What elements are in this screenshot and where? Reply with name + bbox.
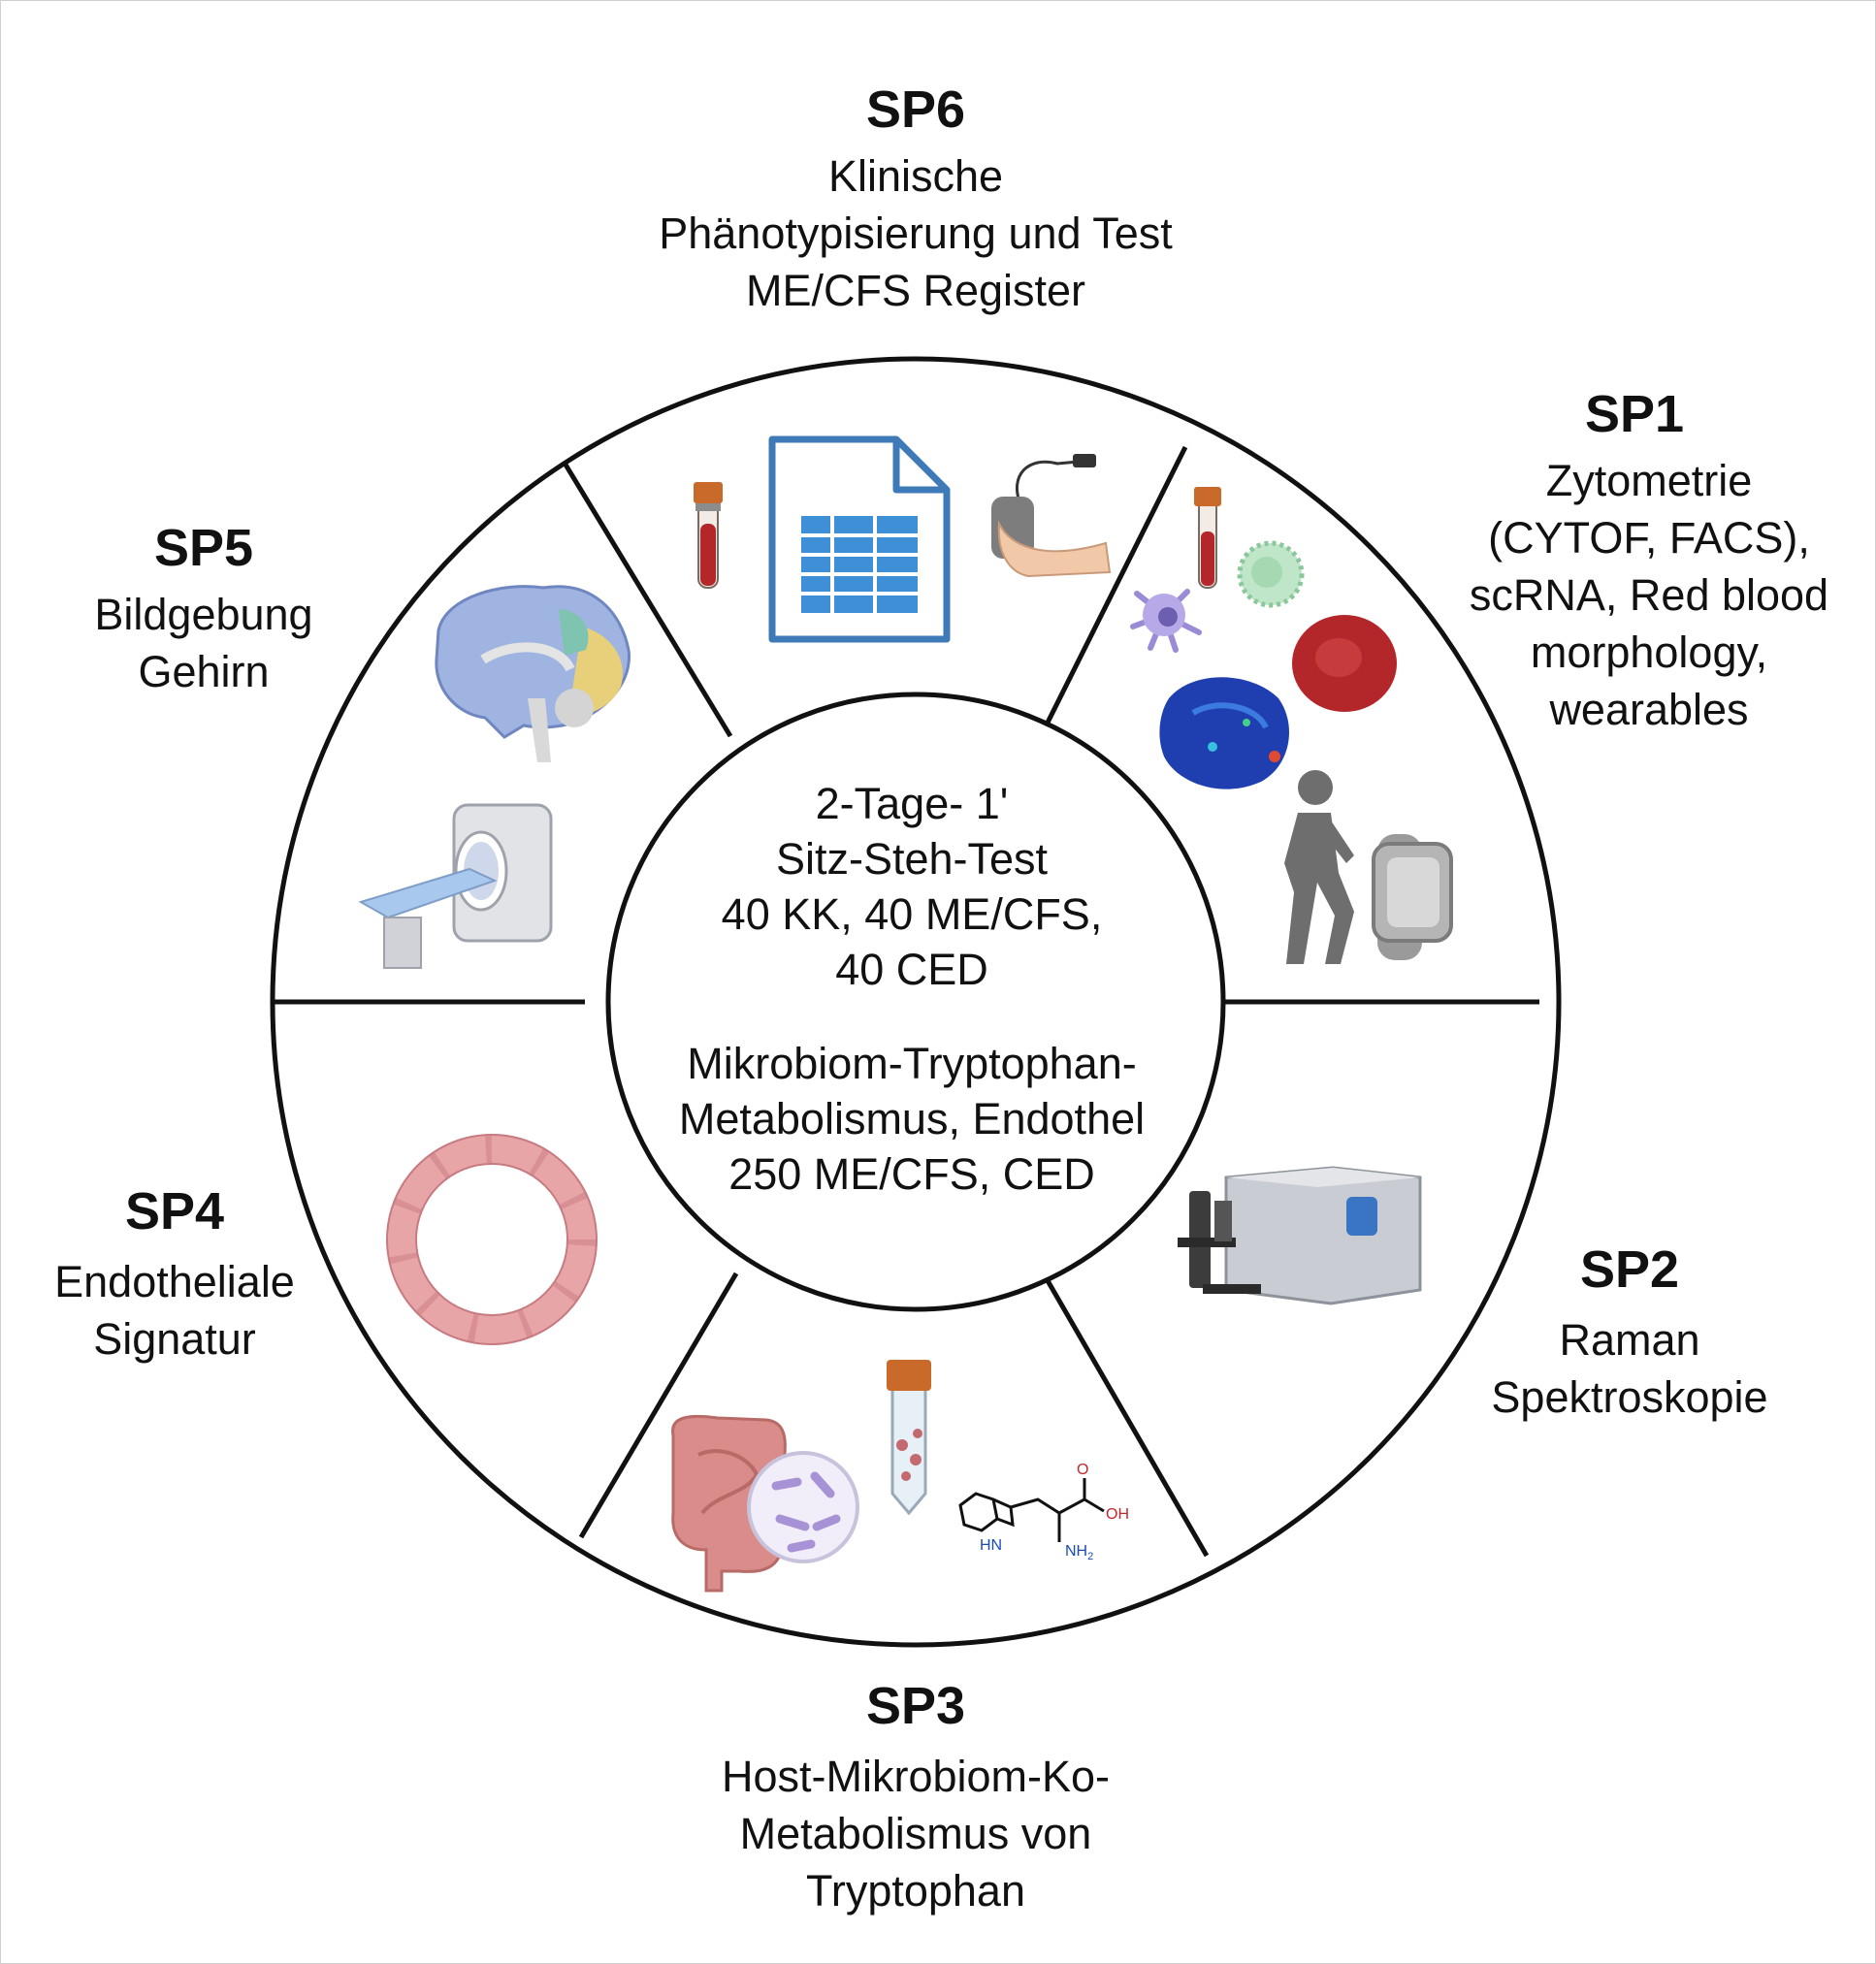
blood-tube-icon xyxy=(694,482,723,589)
center-line: Metabolismus, Endothel xyxy=(678,1094,1146,1143)
section-id: SP3 xyxy=(865,1677,966,1735)
section-desc-line: scRNA, Red blood xyxy=(1469,570,1829,620)
section-id: SP4 xyxy=(124,1182,225,1240)
section-desc-line: Raman xyxy=(1559,1315,1700,1365)
section-desc-line: Gehirn xyxy=(138,647,270,696)
section-desc-line: ME/CFS Register xyxy=(745,266,1086,315)
cytometry-plot-icon xyxy=(1159,677,1290,789)
endothelial-vessel-icon xyxy=(386,1134,598,1345)
section-sp2: SP2 Raman Spektroskopie xyxy=(1426,1238,1833,1426)
spreadsheet-document-icon xyxy=(768,435,951,643)
segment-dividers xyxy=(273,445,1539,1558)
center-line: Sitz-Steh-Test xyxy=(775,834,1049,884)
section-desc-line: Bildgebung xyxy=(94,590,313,639)
section-desc-line: Host-Mikrobiom-Ko- xyxy=(721,1752,1111,1801)
center-block-study: 2-Tage- 1' Sitz-Steh-Test 40 KK, 40 ME/C… xyxy=(621,776,1203,997)
oxygen-label: O xyxy=(1077,1462,1088,1478)
divider-sp6-sp1 xyxy=(1038,445,1188,738)
center-summary: 2-Tage- 1' Sitz-Steh-Test 40 KK, 40 ME/C… xyxy=(621,776,1203,1202)
center-line: 2-Tage- 1' xyxy=(815,779,1009,828)
blood-tube-icon xyxy=(1194,487,1221,589)
center-line: 250 ME/CFS, CED xyxy=(728,1149,1095,1199)
section-id: SP2 xyxy=(1579,1240,1680,1299)
section-desc-line: (CYTOF, FACS), xyxy=(1488,513,1810,563)
section-id: SP1 xyxy=(1584,385,1685,443)
section-desc-line: Endotheliale xyxy=(54,1257,295,1306)
red-blood-cell-icon xyxy=(1292,615,1397,712)
section-sp1: SP1 Zytometrie (CYTOF, FACS), scRNA, Red… xyxy=(1426,382,1872,738)
sample-tube-icon xyxy=(887,1360,931,1516)
nh-label: HN xyxy=(980,1537,1002,1554)
section-sp6: SP6 Klinische Phänotypisierung und Test … xyxy=(557,78,1275,319)
walking-person-icon xyxy=(1284,770,1354,964)
inner-circle xyxy=(605,692,1226,1312)
raman-microscope-icon xyxy=(1178,1166,1422,1305)
amine-label: NH2 xyxy=(1065,1543,1093,1562)
section-desc-line: wearables xyxy=(1549,685,1749,734)
section-desc-line: Spektroskopie xyxy=(1491,1372,1768,1422)
center-line: Mikrobiom-Tryptophan- xyxy=(687,1039,1137,1088)
section-desc-line: Tryptophan xyxy=(806,1866,1025,1916)
immune-cell-icon xyxy=(1130,540,1305,653)
tryptophan-molecule-icon: O OH HN NH2 xyxy=(958,1462,1129,1562)
divider-sp6-sp5 xyxy=(563,463,733,738)
section-sp3: SP3 Host-Mikrobiom-Ko- Metabolismus von … xyxy=(576,1674,1255,1919)
section-desc-line: morphology, xyxy=(1530,628,1768,677)
section-desc-line: Signatur xyxy=(93,1314,256,1364)
center-line: 40 CED xyxy=(835,945,988,994)
section-desc-line: Phänotypisierung und Test xyxy=(659,209,1173,258)
section-desc-line: Klinische xyxy=(827,151,1004,201)
mri-scanner-icon xyxy=(358,803,553,969)
divider-sp2-sp3 xyxy=(1043,1275,1210,1558)
section-desc-line: Zytometrie xyxy=(1545,456,1753,505)
handgrip-dynamometer-icon xyxy=(991,454,1112,578)
section-desc-line: Metabolismus von xyxy=(739,1809,1092,1858)
center-line: 40 KK, 40 ME/CFS, xyxy=(721,889,1103,939)
divider-sp3-sp4 xyxy=(578,1272,739,1539)
section-sp4: SP4 Endotheliale Signatur xyxy=(19,1179,330,1368)
section-id: SP5 xyxy=(153,519,254,577)
center-block-cohort: Mikrobiom-Tryptophan- Metabolismus, Endo… xyxy=(621,1036,1203,1202)
smartwatch-icon xyxy=(1372,834,1453,960)
bacteria-icon xyxy=(747,1451,859,1563)
hydroxyl-label: OH xyxy=(1106,1506,1129,1523)
section-id: SP6 xyxy=(865,80,966,139)
section-sp5: SP5 Bildgebung Gehirn xyxy=(58,516,349,700)
brain-icon xyxy=(435,585,631,762)
